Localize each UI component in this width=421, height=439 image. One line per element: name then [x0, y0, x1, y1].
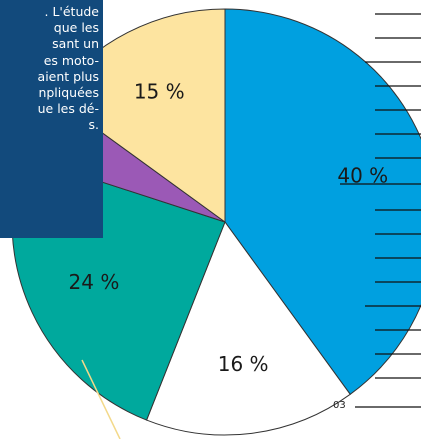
- slice-label: 24 %: [69, 270, 120, 294]
- text-line: que les: [53, 20, 99, 36]
- text-box: . L'étude que les sant un es moto-aient plu…: [0, 0, 103, 238]
- pie-slice: [145, 220, 351, 436]
- text-line: . L'étude: [44, 4, 100, 19]
- text-line: es moto-: [43, 52, 99, 68]
- text-line: ue les dé-: [37, 101, 99, 117]
- page-number: 03: [333, 400, 346, 411]
- slice-label: 16 %: [218, 352, 269, 376]
- decor-line: [81, 359, 121, 439]
- text-line: aient plus: [37, 68, 99, 84]
- text-line: sant un: [52, 36, 99, 52]
- slice-label: 15 %: [134, 79, 185, 103]
- slice-label: 40 %: [337, 164, 388, 188]
- text-line: s.: [88, 117, 100, 133]
- pie-slice: [224, 8, 421, 396]
- text-line: npliquées: [38, 85, 99, 101]
- margin-rules: [340, 13, 421, 408]
